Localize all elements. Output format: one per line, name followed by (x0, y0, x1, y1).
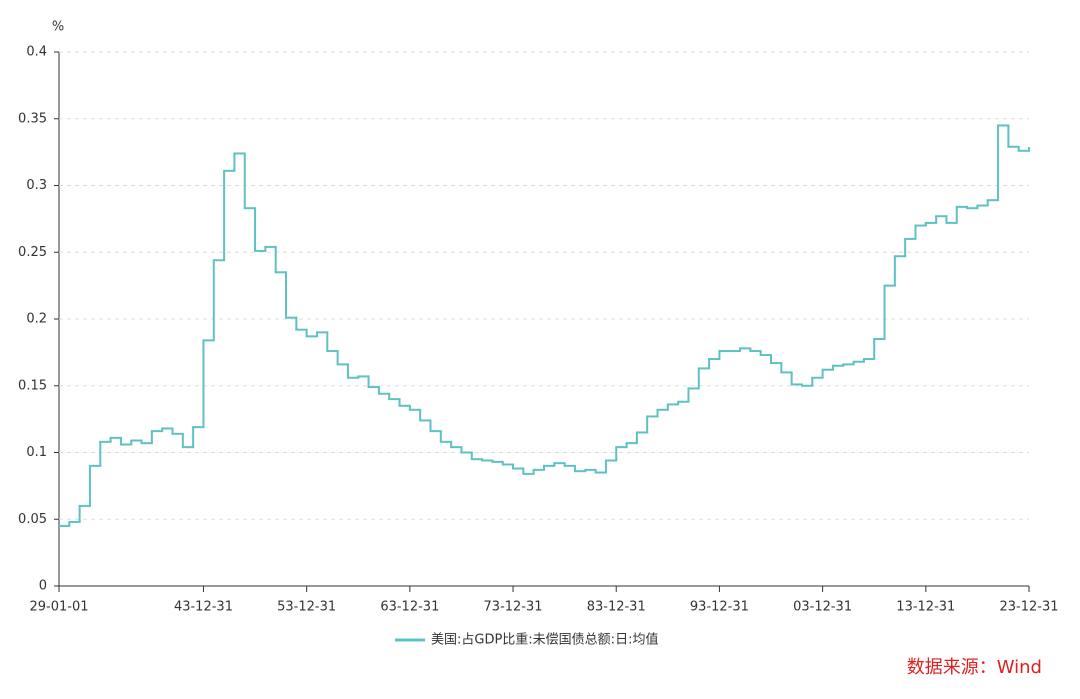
x-tick-label: 93-12-31 (690, 600, 749, 615)
x-tick-label: 83-12-31 (587, 600, 646, 615)
y-tick-label: 0 (39, 579, 47, 594)
x-tick-label: 29-01-01 (29, 600, 88, 615)
y-tick-label: 0.15 (18, 378, 47, 393)
x-tick-label: 13-12-31 (896, 600, 955, 615)
y-tick-label: 0.35 (18, 111, 47, 126)
x-tick-label: 23-12-31 (999, 600, 1058, 615)
step-riser (68, 125, 1030, 526)
y-tick-label: 0.3 (26, 178, 47, 193)
y-tick-label: 0.4 (26, 45, 47, 60)
x-tick-label: 43-12-31 (174, 600, 233, 615)
y-tick-label: 0.2 (26, 312, 47, 327)
y-tick-label: 0.25 (18, 245, 47, 260)
legend-label: 美国:占GDP比重:未偿国债总额:日:均值 (431, 632, 658, 648)
x-tick-label: 03-12-31 (793, 600, 852, 615)
source-note: 数据来源：Wind (907, 657, 1042, 678)
x-tick-label: 73-12-31 (484, 600, 543, 615)
y-tick-label: 0.05 (18, 512, 47, 527)
y-unit: % (52, 20, 64, 35)
x-tick-label: 53-12-31 (277, 600, 336, 615)
y-tick-label: 0.1 (26, 445, 47, 460)
x-tick-label: 63-12-31 (380, 600, 439, 615)
